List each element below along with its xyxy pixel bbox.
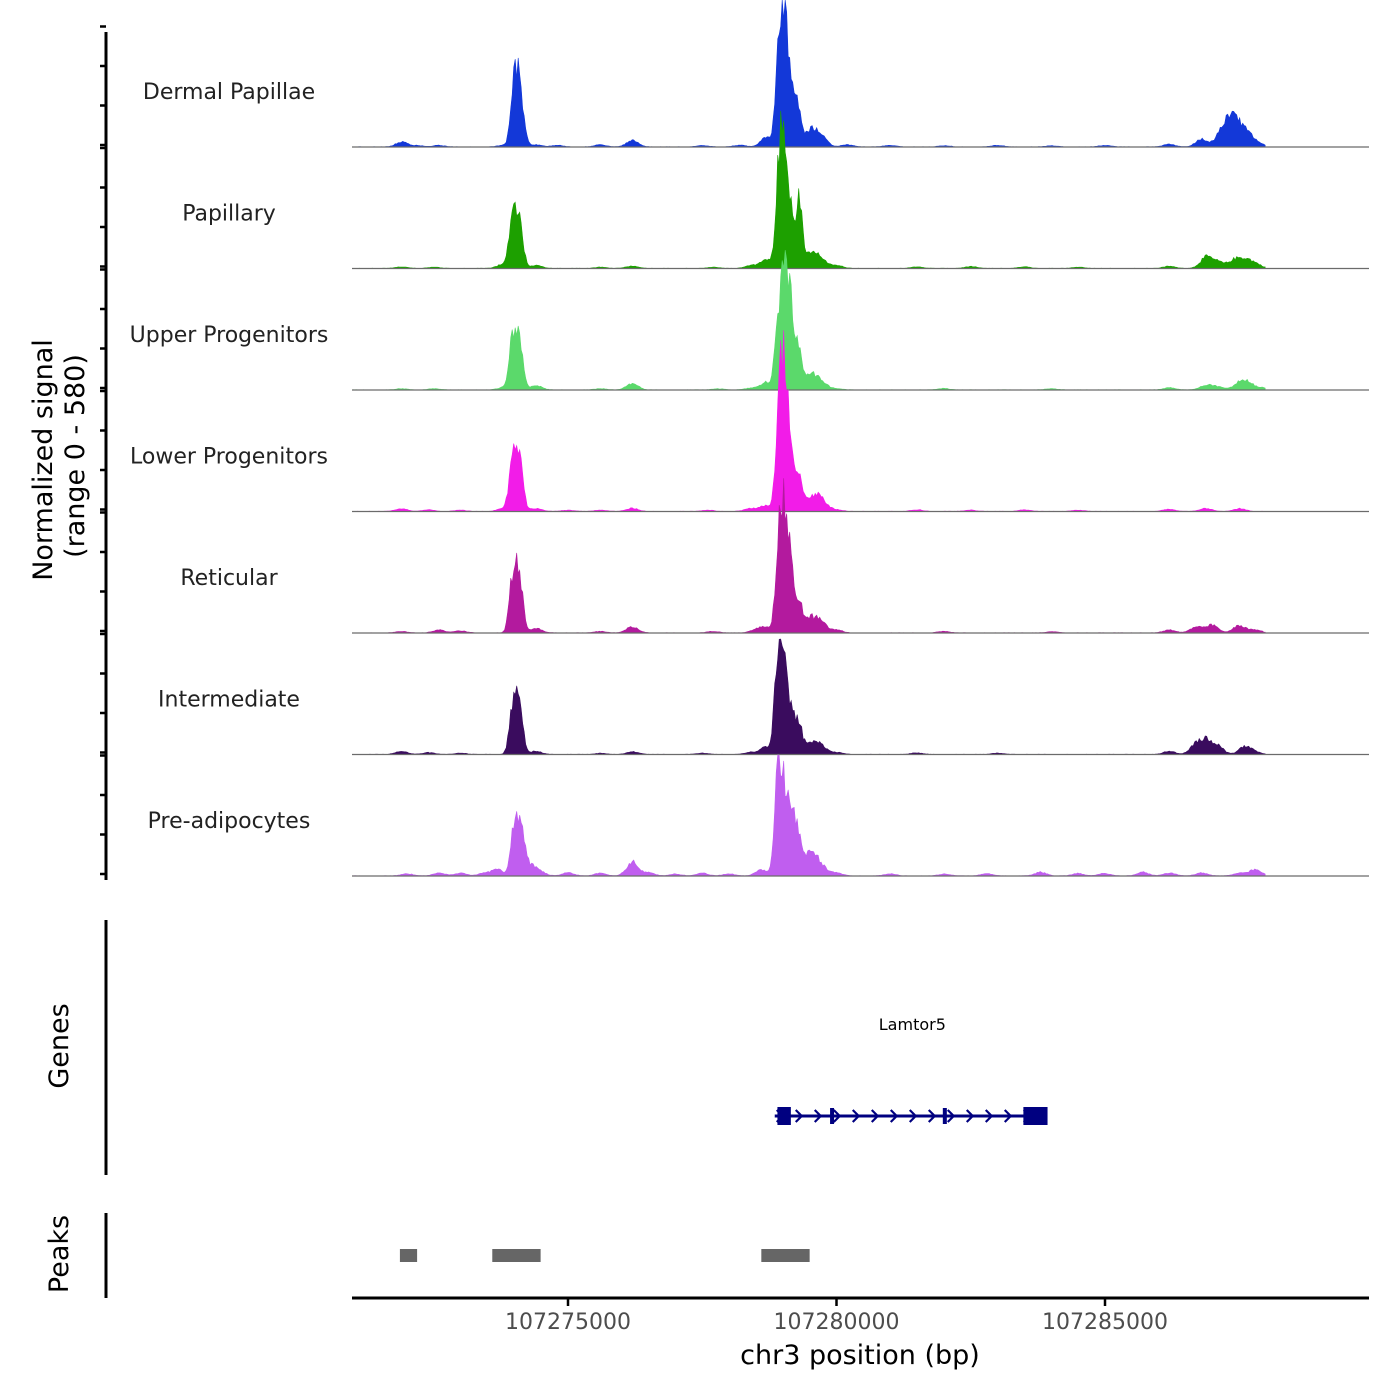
peak-region <box>492 1249 541 1262</box>
signal-area <box>352 250 1266 391</box>
track-label: Lower Progenitors <box>130 445 328 470</box>
y-axis-range: (range 0 - 580) <box>60 354 91 558</box>
peak-region <box>399 1249 418 1262</box>
strand-arrow <box>851 1109 861 1123</box>
genes-track-label: Genes <box>44 1003 75 1088</box>
signal-area <box>352 754 1266 877</box>
x-tick-label: 107285000 <box>1042 1310 1168 1335</box>
strand-arrow <box>946 1109 956 1123</box>
track-upper-progenitors: Upper Progenitors <box>130 250 1369 391</box>
track-label: Papillary <box>182 202 276 227</box>
signal-y-axis-ticks <box>100 25 106 876</box>
genes-track: Lamtor5 <box>774 1015 1048 1125</box>
peak-region <box>761 1249 810 1262</box>
y-axis-title: Normalized signal <box>28 339 59 581</box>
track-dermal-papillae: Dermal Papillae <box>143 0 1369 148</box>
peaks-track <box>399 1249 810 1262</box>
x-tick-label: 107275000 <box>505 1310 631 1335</box>
gene-exon <box>942 1108 947 1124</box>
track-lower-progenitors: Lower Progenitors <box>130 330 1369 513</box>
track-label: Reticular <box>180 566 278 591</box>
strand-arrow <box>813 1109 823 1123</box>
strand-arrow <box>870 1109 880 1123</box>
signal-area <box>352 638 1266 755</box>
strand-arrow <box>832 1109 842 1123</box>
track-pre-adipocytes: Pre-adipocytes <box>148 754 1369 877</box>
strand-arrow <box>908 1109 918 1123</box>
signal-area <box>352 0 1266 148</box>
peaks-track-label: Peaks <box>44 1215 75 1293</box>
track-papillary: Papillary <box>182 110 1369 270</box>
track-label: Intermediate <box>158 688 300 713</box>
track-label: Upper Progenitors <box>130 323 329 348</box>
signal-area <box>353 330 1266 512</box>
strand-arrow <box>927 1109 937 1123</box>
signal-tracks: Dermal Papillae Papillary Upper Progenitor… <box>130 0 1369 877</box>
strand-arrow <box>965 1109 975 1123</box>
x-tick-label: 107280000 <box>774 1310 900 1335</box>
gene-exon <box>777 1107 791 1125</box>
gene-exon <box>830 1108 835 1124</box>
strand-arrow <box>794 1109 804 1123</box>
strand-arrow <box>984 1109 994 1123</box>
x-axis-title: chr3 position (bp) <box>740 1340 980 1371</box>
gene-lamtor5: Lamtor5 <box>774 1015 1048 1125</box>
track-intermediate: Intermediate <box>158 638 1369 756</box>
strand-arrow <box>889 1109 899 1123</box>
x-axis-ticks: 107275000 107280000 107285000 <box>505 1298 1168 1335</box>
track-label: Pre-adipocytes <box>148 809 311 834</box>
track-reticular: Reticular <box>180 478 1369 634</box>
strand-arrow <box>1003 1109 1013 1123</box>
gene-name-label: Lamtor5 <box>879 1015 946 1034</box>
track-label: Dermal Papillae <box>143 80 315 105</box>
gene-exon <box>1023 1107 1048 1125</box>
